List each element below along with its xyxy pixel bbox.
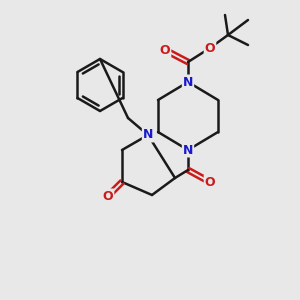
Text: O: O — [205, 41, 215, 55]
Text: N: N — [183, 76, 193, 88]
Text: O: O — [205, 176, 215, 188]
Text: O: O — [103, 190, 113, 202]
Text: N: N — [183, 143, 193, 157]
Text: N: N — [143, 128, 153, 142]
Text: O: O — [160, 44, 170, 56]
